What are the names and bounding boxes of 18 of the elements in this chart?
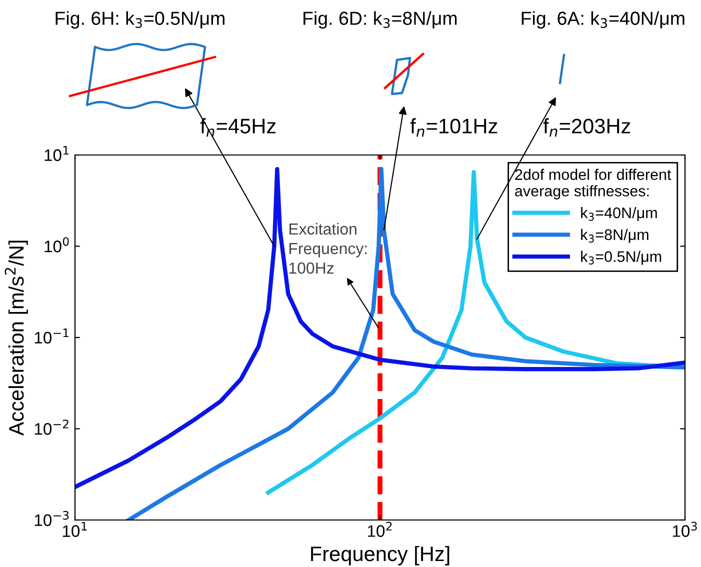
text: f$_{n}$=203Hz	[543, 118, 630, 137]
legend-label: k$_{3}$=8N/μm	[581, 228, 648, 243]
x-axis-title: Frequency [Hz]	[311, 546, 450, 566]
caption: Fig. 6D: k$_{3}$=8N/μm	[304, 11, 457, 29]
y-tick-label: 10$^{−1}$	[34, 328, 68, 344]
y-tick-label: 10$^{−2}$	[34, 420, 68, 435]
legend-label: k$_{3}$=40N/μm	[581, 207, 657, 222]
y-tick-label: 10$^{0}$	[44, 237, 69, 252]
legend-label: k$_{3}$=0.5N/μm	[581, 250, 662, 265]
legend-title: 2dof model for different average stiffnesses:	[515, 168, 672, 200]
y-axis-title: Acceleration [m/s$^{2}$/N]	[4, 240, 28, 436]
caption: Fig. 6H: k$_{3}$=0.5N/μm	[56, 11, 224, 29]
x-tick-label: 10$^{2}$	[368, 522, 392, 537]
text: f$_{n}$=101Hz	[410, 118, 498, 137]
caption: Fig. 6A: k$_{3}$=40N/μm	[522, 11, 684, 29]
y-tick-label: 10$^{1}$	[44, 146, 69, 162]
x-tick-label: 10$^{3}$	[672, 522, 697, 537]
annotation: Excitation Frequency: 100Hz	[289, 222, 367, 274]
